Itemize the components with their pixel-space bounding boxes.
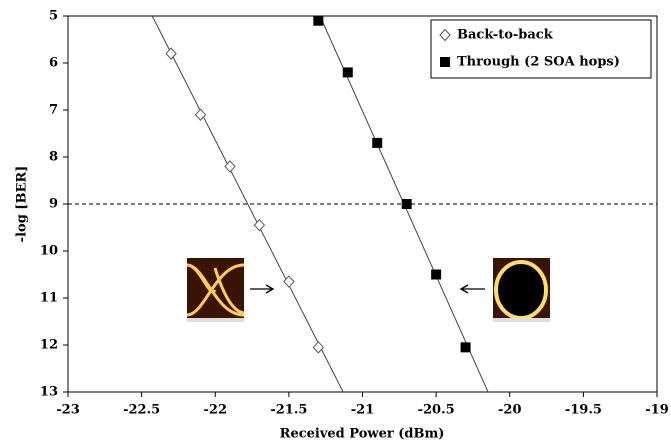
y-tick-label: 6: [49, 56, 58, 71]
y-tick-label: 12: [40, 338, 58, 353]
x-tick-label: -19.5: [565, 403, 602, 418]
y-tick-label: 13: [40, 385, 58, 400]
x-tick-label: -22: [204, 403, 228, 418]
data-point: [461, 343, 470, 352]
y-tick-label: 7: [49, 103, 58, 118]
eye-diagram-right: [493, 258, 550, 322]
chart: -log [BER] Received Power (dBm) 5 6 7 8 9 10 1…: [0, 0, 671, 443]
x-tick-label: -19: [645, 403, 669, 418]
x-tick-label: -22.5: [123, 403, 160, 418]
y-tick-label: 5: [49, 9, 58, 24]
x-axis-title: Received Power (dBm): [280, 427, 445, 442]
y-tick-label: 11: [40, 291, 58, 306]
y-tick-label: 9: [49, 197, 58, 212]
arrow: [250, 285, 273, 293]
x-tick-label: -21: [351, 403, 375, 418]
legend-label: Through (2 SOA hops): [457, 55, 620, 70]
eye-diagram-left: [187, 258, 244, 322]
data-point: [432, 270, 441, 279]
x-tick-label: -23: [56, 403, 80, 418]
arrow: [461, 285, 485, 293]
data-point: [402, 200, 411, 209]
y-tick-label: 10: [40, 244, 58, 259]
data-point: [314, 16, 323, 25]
x-tick-label: -20.5: [418, 403, 455, 418]
x-tick-label: -20: [498, 403, 522, 418]
data-point: [373, 138, 382, 147]
data-point: [343, 68, 352, 77]
x-tick-label: -21.5: [270, 403, 307, 418]
data-point: [166, 48, 176, 59]
y-tick-label: 8: [49, 150, 58, 165]
legend-label: Back-to-back: [457, 28, 554, 43]
y-axis-title: -log [BER]: [15, 166, 30, 243]
legend-marker: [441, 58, 450, 67]
data-point: [313, 342, 323, 353]
